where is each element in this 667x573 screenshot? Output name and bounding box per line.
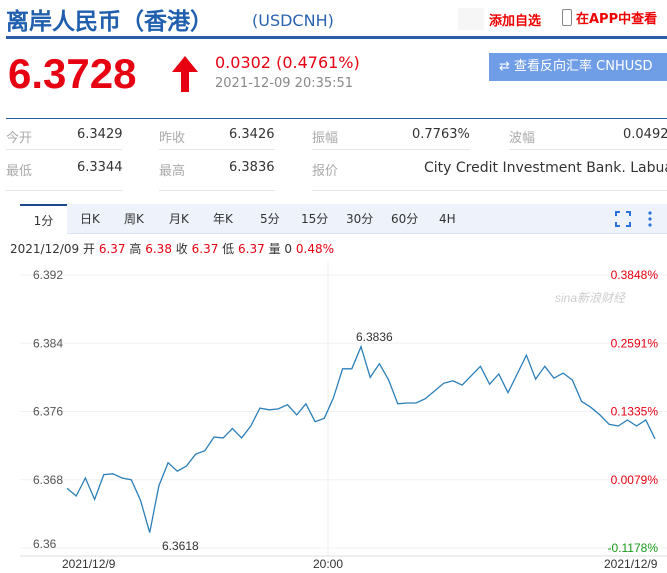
stat-label: 昨收 xyxy=(159,131,186,146)
add-watchlist-link[interactable]: 添加自选 xyxy=(489,14,542,29)
stat-label: 最低 xyxy=(6,164,33,179)
close-value: 6.37 xyxy=(191,242,219,256)
quote-timestamp: 2021-12-09 20:35:51 xyxy=(215,76,354,91)
tab-5min[interactable]: 5分 xyxy=(260,212,280,226)
y-tick-label: 6.392 xyxy=(33,268,63,282)
stat-value: 6.3344 xyxy=(77,160,123,175)
pct-tick-label: -0.1178% xyxy=(608,541,659,555)
tab-15min[interactable]: 15分 xyxy=(301,212,329,226)
view-in-app-link[interactable]: 在APP中查看 xyxy=(562,8,657,27)
tab-day[interactable]: 日K xyxy=(80,212,100,226)
open-value: 6.37 xyxy=(98,242,126,256)
stat-value: City Credit Investment Bank. Labuan xyxy=(424,160,667,176)
tab-4h[interactable]: 4H xyxy=(439,212,456,226)
divider xyxy=(159,190,275,191)
y-tick-label: 6.368 xyxy=(33,473,63,487)
phone-icon xyxy=(562,9,572,26)
tab-month[interactable]: 月K xyxy=(169,212,189,226)
x-tick-label: 2021/12/9 xyxy=(62,557,116,571)
arrow-up-icon xyxy=(170,54,200,98)
placeholder-box xyxy=(458,8,484,30)
low-annotation: 6.3618 xyxy=(162,539,199,553)
stats-divider xyxy=(6,118,667,119)
volume-label: 量 xyxy=(268,242,281,256)
more-options-icon[interactable] xyxy=(647,209,653,233)
open-label: 开 xyxy=(83,242,96,256)
reverse-rate-button[interactable]: ⇄ 查看反向汇率 CNHUSD xyxy=(489,53,667,81)
pct-value: 0.48% xyxy=(295,242,334,256)
divider xyxy=(6,190,122,191)
divider xyxy=(509,149,667,150)
tab-30min[interactable]: 30分 xyxy=(346,212,374,226)
chart-tabs: 1分 日K 周K 月K 年K 5分 15分 30分 60分 4H xyxy=(20,204,667,234)
fullscreen-icon[interactable] xyxy=(615,211,631,231)
low-value: 6.37 xyxy=(238,242,265,256)
high-value: 6.38 xyxy=(145,242,172,256)
header-divider xyxy=(6,36,667,39)
pct-tick-label: 0.0079% xyxy=(611,473,659,487)
close-label: 收 xyxy=(175,242,188,256)
y-tick-label: 6.376 xyxy=(33,405,63,419)
x-tick-label: 20:00 xyxy=(313,557,343,571)
stat-label: 波幅 xyxy=(509,131,536,146)
stat-value: 0.0492 xyxy=(623,127,667,142)
tab-60min[interactable]: 60分 xyxy=(391,212,419,226)
x-tick-label: 2021/12/9 xyxy=(604,557,658,571)
divider xyxy=(159,149,275,150)
price-change: 0.0302 (0.4761%) xyxy=(215,53,360,72)
symbol-code: (USDCNH) xyxy=(252,11,334,30)
pct-tick-label: 0.1335% xyxy=(611,405,659,419)
sina-watermark: sina新浪财经 xyxy=(555,291,627,305)
stat-value: 6.3426 xyxy=(229,127,275,142)
price-line xyxy=(66,344,656,533)
ohlc-summary: 2021/12/09 开 6.37 高 6.38 收 6.37 低 6.37 量… xyxy=(10,240,334,257)
stat-value: 6.3429 xyxy=(77,127,123,142)
pct-tick-label: 0.2591% xyxy=(611,336,659,350)
y-tick-label: 6.36 xyxy=(33,537,57,551)
page-title: 离岸人民币（香港） xyxy=(6,9,213,35)
tab-week[interactable]: 周K xyxy=(124,212,144,226)
view-in-app-label: 在APP中查看 xyxy=(576,12,658,27)
stat-label: 报价 xyxy=(312,164,339,179)
volume-value: 0 xyxy=(284,242,293,256)
high-label: 高 xyxy=(129,242,142,256)
divider xyxy=(312,149,470,150)
stat-label: 今开 xyxy=(6,131,33,146)
high-annotation: 6.3836 xyxy=(356,330,393,344)
pct-tick-label: 0.3848% xyxy=(611,268,659,282)
tab-year[interactable]: 年K xyxy=(213,212,233,226)
y-tick-label: 6.384 xyxy=(33,336,63,350)
low-label: 低 xyxy=(222,242,235,256)
current-price: 6.3728 xyxy=(8,50,137,97)
divider xyxy=(6,149,122,150)
stat-label: 最高 xyxy=(159,164,186,179)
divider xyxy=(312,190,667,191)
stat-value: 0.7763% xyxy=(412,127,470,142)
stat-value: 6.3836 xyxy=(229,160,275,175)
ohlc-date: 2021/12/09 xyxy=(10,242,80,256)
stat-label: 振幅 xyxy=(312,131,339,146)
tab-1min[interactable]: 1分 xyxy=(20,204,67,234)
